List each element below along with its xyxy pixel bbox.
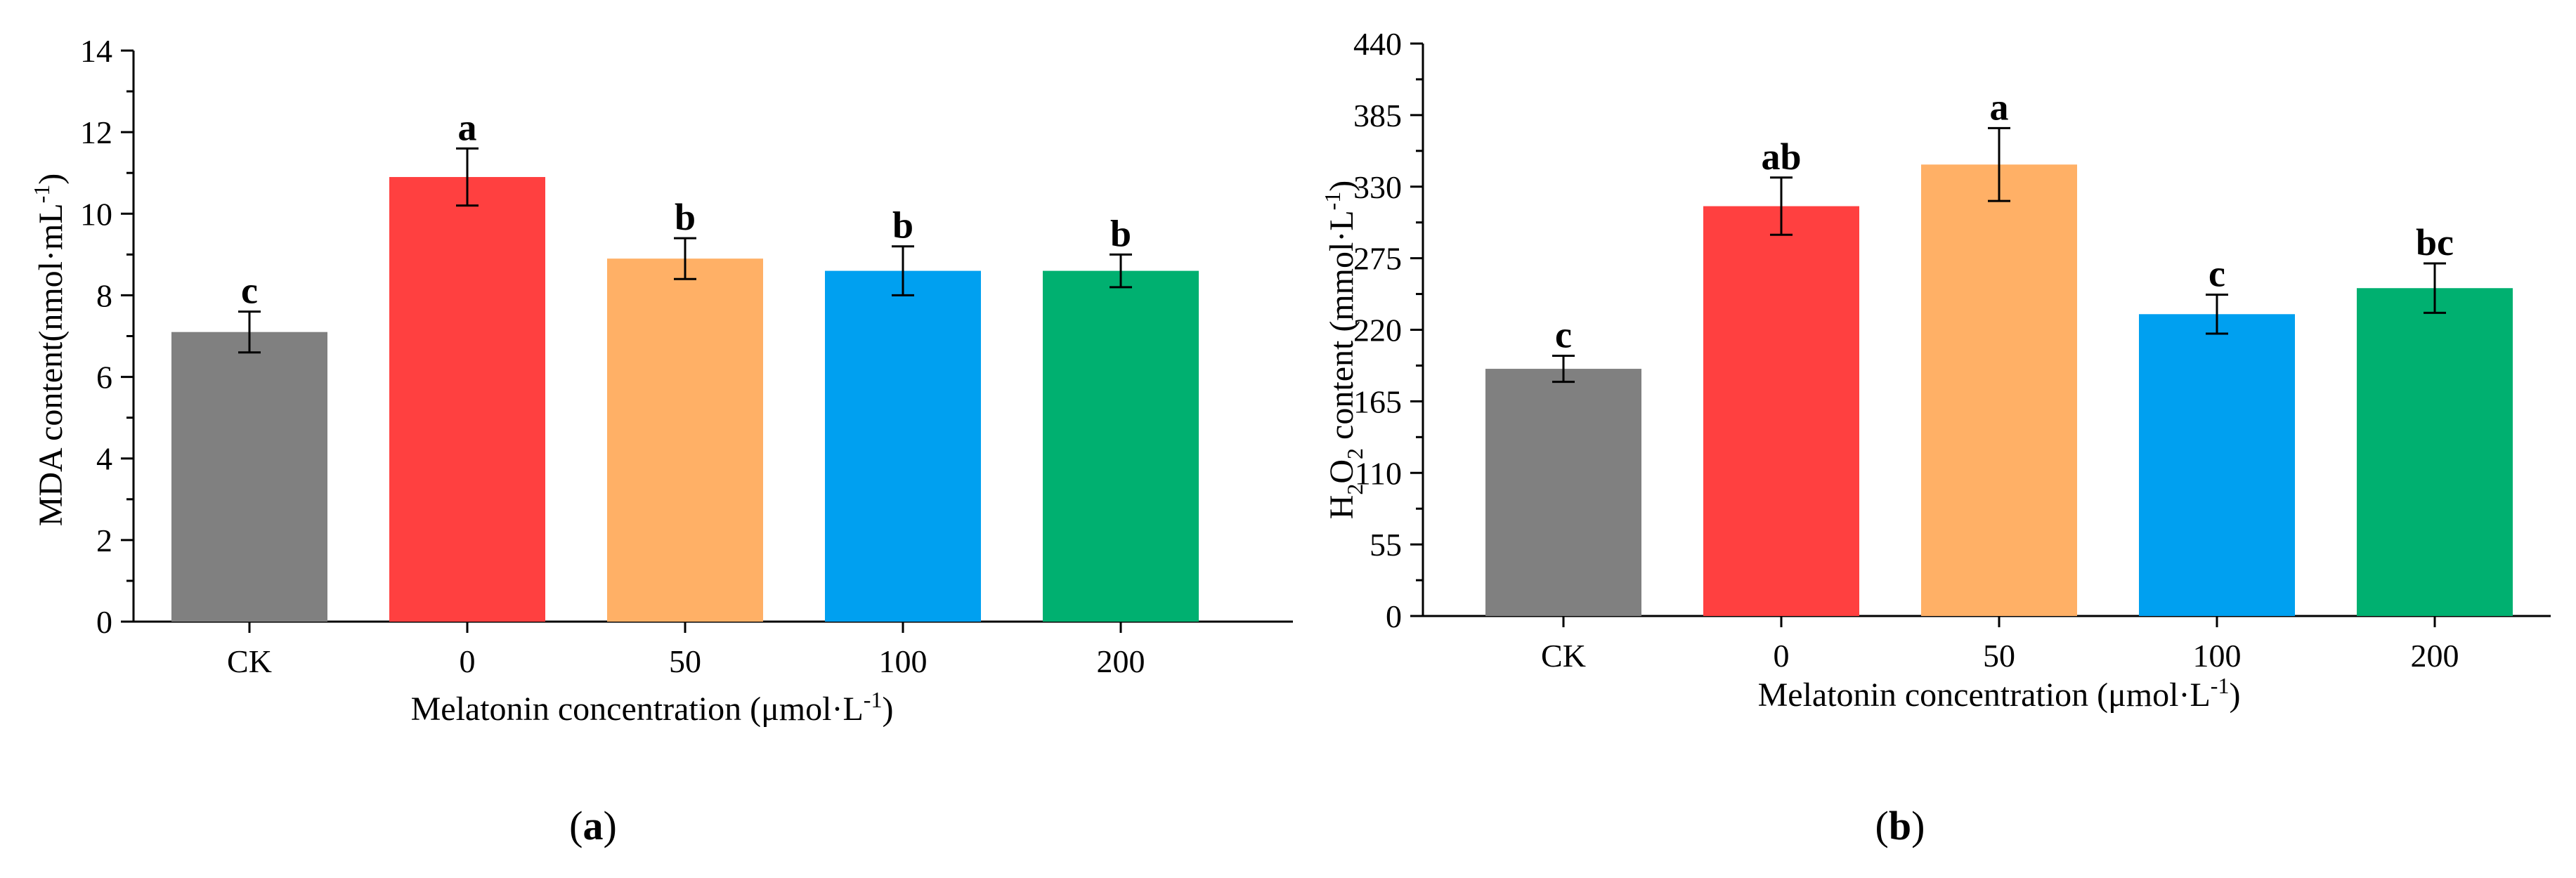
y-tick-label-b: 0 (1386, 598, 1402, 634)
bar-b-0 (1485, 369, 1641, 616)
y-tick-label-a: 10 (80, 196, 112, 232)
significance-letters-b: c ab a c bc (1555, 86, 2454, 355)
significance-letter-a-1: a (458, 106, 477, 148)
x-tick-label-b-1: 0 (1774, 638, 1790, 674)
y-tick-label-a: 6 (96, 360, 112, 395)
significance-letter-a-0: c (241, 270, 258, 312)
chart-panel-b: 0 55 110 165 220 275 330 385 440 CK 0 50 100 200 c ab a… (1320, 26, 2551, 848)
panel-label-a: (a) (569, 803, 617, 848)
bar-b-1 (1703, 206, 1859, 617)
significance-letter-a-3: b (892, 204, 913, 247)
bar-a-3 (825, 270, 981, 622)
y-axis-label-a: MDA content(nmol·mL-1) (29, 173, 70, 527)
ticks-a: 0 2 4 6 8 10 12 14 CK 0 50 100 200 (80, 33, 1145, 679)
x-axis-label-b: Melatonin concentration (μmol·L-1) (1758, 673, 2241, 714)
chart-panel-a: 0 2 4 6 8 10 12 14 CK 0 50 100 200 c a b b b MDA content… (29, 33, 1293, 848)
y-tick-label-a: 8 (96, 277, 112, 313)
x-tick-label-b-0: CK (1541, 638, 1586, 674)
significance-letters-a: c a b b b (241, 106, 1131, 311)
y-tick-label-a: 12 (80, 114, 112, 150)
y-tick-label-b: 55 (1370, 527, 1402, 563)
significance-letter-a-2: b (675, 196, 696, 238)
x-tick-label-b-4: 200 (2411, 638, 2459, 674)
error-bars-b (1552, 126, 2446, 384)
x-tick-label-b-2: 50 (1983, 638, 2015, 674)
x-tick-label-a-3: 100 (879, 643, 928, 679)
y-tick-label-b: 330 (1353, 169, 1402, 205)
bar-a-0 (171, 332, 327, 622)
y-tick-label-b: 385 (1353, 98, 1402, 133)
y-tick-label-b: 110 (1355, 455, 1402, 491)
y-tick-label-a: 2 (96, 523, 112, 558)
bars-a (171, 177, 1199, 622)
x-tick-label-a-1: 0 (460, 643, 476, 679)
x-tick-label-a-2: 50 (669, 643, 701, 679)
panel-label-b: (b) (1875, 803, 1925, 848)
significance-letter-a-4: b (1110, 212, 1131, 254)
bar-a-1 (389, 177, 545, 622)
bar-a-2 (607, 258, 763, 622)
significance-letter-b-3: c (2209, 252, 2225, 294)
y-axis-label-b: H2O2 content (mmol·L-1) (1320, 181, 1367, 520)
x-tick-label-b-3: 100 (2193, 638, 2242, 674)
bars-b (1485, 164, 2513, 617)
y-tick-label-a: 0 (96, 604, 112, 640)
y-tick-label-b: 275 (1353, 241, 1402, 277)
error-bars-a (238, 147, 1132, 354)
significance-letter-b-0: c (1555, 314, 1572, 356)
x-axis-label-a: Melatonin concentration (μmol·L-1) (411, 687, 894, 728)
y-tick-label-b: 165 (1353, 384, 1402, 419)
significance-letter-b-4: bc (2416, 221, 2454, 263)
significance-letter-b-1: ab (1761, 136, 1801, 178)
y-tick-label-b: 220 (1353, 313, 1402, 348)
y-tick-label-b: 440 (1353, 26, 1402, 62)
ticks-b: 0 55 110 165 220 275 330 385 440 CK 0 50 100 200 (1353, 26, 2459, 674)
y-tick-label-a: 4 (96, 441, 112, 477)
bar-b-3 (2139, 314, 2295, 616)
bar-b-4 (2357, 288, 2513, 616)
y-tick-label-a: 14 (80, 33, 112, 69)
x-tick-label-a-0: CK (227, 643, 272, 679)
bar-b-2 (1921, 164, 2077, 617)
bar-a-4 (1043, 270, 1199, 622)
significance-letter-b-2: a (1990, 86, 2009, 128)
x-tick-label-a-4: 200 (1097, 643, 1145, 679)
